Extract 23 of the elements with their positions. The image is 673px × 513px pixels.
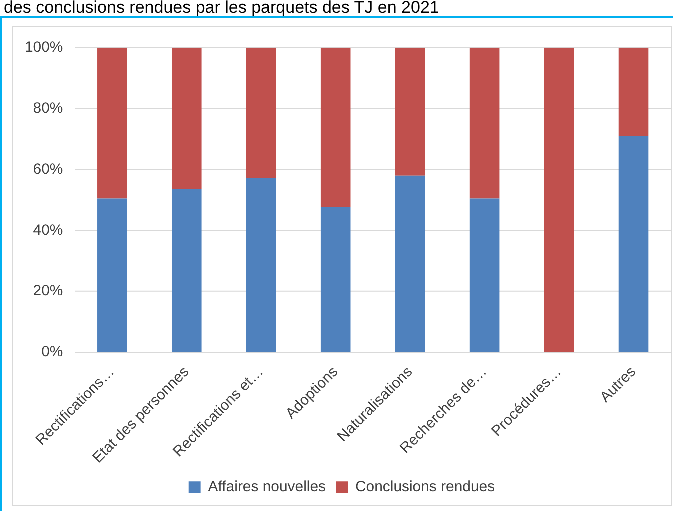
bar <box>470 198 500 352</box>
bar <box>320 48 351 208</box>
bar <box>246 48 276 178</box>
bar <box>172 48 202 189</box>
y-tick-label: 20% <box>33 282 64 300</box>
y-tick-label: 40% <box>33 222 64 239</box>
y-tick-label: 60% <box>33 160 64 178</box>
bar <box>172 188 202 352</box>
bar <box>470 48 500 199</box>
bar <box>544 48 574 352</box>
bar <box>98 48 128 199</box>
bar <box>618 136 649 352</box>
y-tick-label: 100% <box>24 39 64 56</box>
bar <box>395 176 426 352</box>
bar <box>395 48 426 176</box>
bar <box>320 208 351 352</box>
bar <box>98 198 128 352</box>
bar <box>618 48 649 136</box>
legend-label: Conclusions rendues <box>355 478 496 496</box>
legend-label: Affaires nouvelles <box>208 478 326 496</box>
y-tick-label: 80% <box>33 100 64 117</box>
bar <box>246 178 276 352</box>
y-tick-label: 0% <box>42 344 64 361</box>
